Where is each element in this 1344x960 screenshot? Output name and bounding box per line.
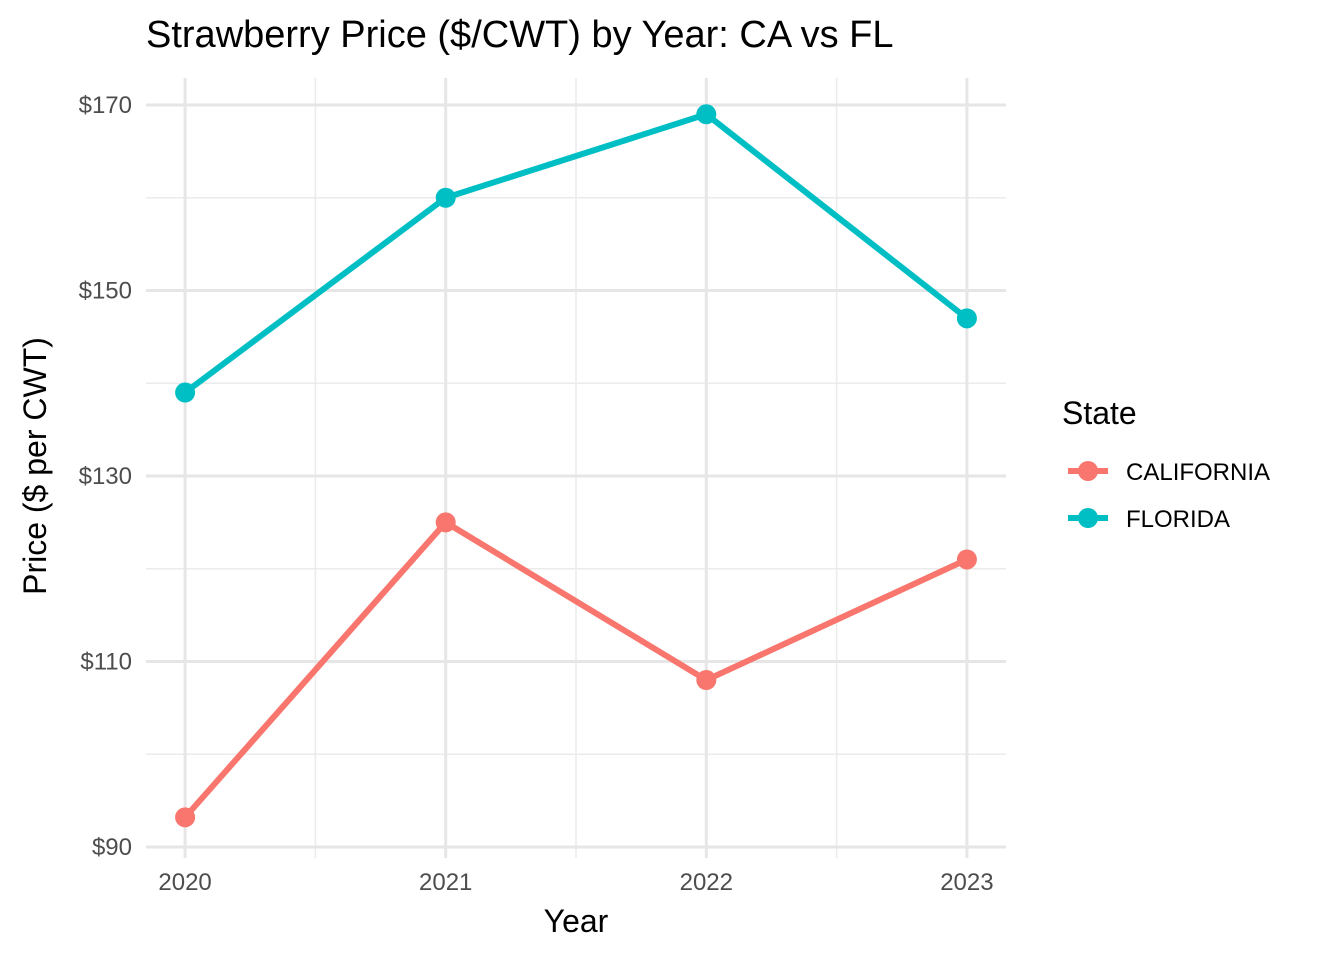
y-tick-label: $110 <box>80 649 132 676</box>
minor-gridlines <box>146 78 1006 858</box>
y-tick-label: $170 <box>79 92 132 119</box>
y-tick-label: $150 <box>79 278 132 305</box>
y-tick-label: $130 <box>79 463 132 490</box>
data-point-florida <box>696 104 717 125</box>
legend-item-florida: FLORIDA <box>1068 506 1230 533</box>
legend-label: CALIFORNIA <box>1126 459 1270 486</box>
y-axis-label: Price ($ per CWT) <box>17 337 53 595</box>
data-point-florida <box>175 382 196 403</box>
series-lines <box>182 111 970 821</box>
x-tick-label: 2022 <box>680 869 733 896</box>
data-point-california <box>175 807 196 828</box>
legend-title: State <box>1062 395 1137 431</box>
x-tick-label: 2020 <box>158 869 211 896</box>
series-points <box>175 104 977 828</box>
x-tick-label: 2023 <box>940 869 993 896</box>
legend-label: FLORIDA <box>1126 506 1230 533</box>
series-line-california <box>182 519 970 821</box>
legend-key-point <box>1078 508 1098 528</box>
legend: State CALIFORNIA FLORIDA <box>1062 395 1270 533</box>
data-point-florida <box>956 308 977 329</box>
x-tick-label: 2021 <box>419 869 472 896</box>
y-tick-label: $90 <box>92 834 132 861</box>
data-point-california <box>435 512 456 533</box>
x-axis-label: Year <box>544 903 609 939</box>
legend-item-california: CALIFORNIA <box>1068 459 1270 486</box>
x-axis-ticks: 2020 2021 2022 2023 <box>158 869 993 896</box>
data-point-california <box>956 549 977 570</box>
legend-key-point <box>1078 461 1098 481</box>
major-gridlines <box>146 78 1006 858</box>
series-line-florida <box>182 111 970 396</box>
chart-title: Strawberry Price ($/CWT) by Year: CA vs … <box>146 14 894 56</box>
data-point-california <box>696 670 717 691</box>
data-point-florida <box>435 187 456 208</box>
legend-items: CALIFORNIA FLORIDA <box>1068 459 1270 533</box>
y-axis-ticks: $90 $110 $130 $150 $170 <box>79 92 132 861</box>
